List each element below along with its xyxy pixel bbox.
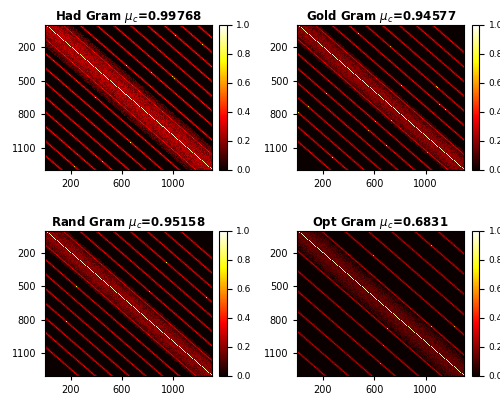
Title: Gold Gram $\mu_c$=0.94577: Gold Gram $\mu_c$=0.94577 (306, 8, 456, 25)
Title: Opt Gram $\mu_c$=0.6831: Opt Gram $\mu_c$=0.6831 (312, 215, 449, 231)
Title: Rand Gram $\mu_c$=0.95158: Rand Gram $\mu_c$=0.95158 (51, 214, 206, 231)
Title: Had Gram $\mu_c$=0.99768: Had Gram $\mu_c$=0.99768 (55, 8, 202, 25)
